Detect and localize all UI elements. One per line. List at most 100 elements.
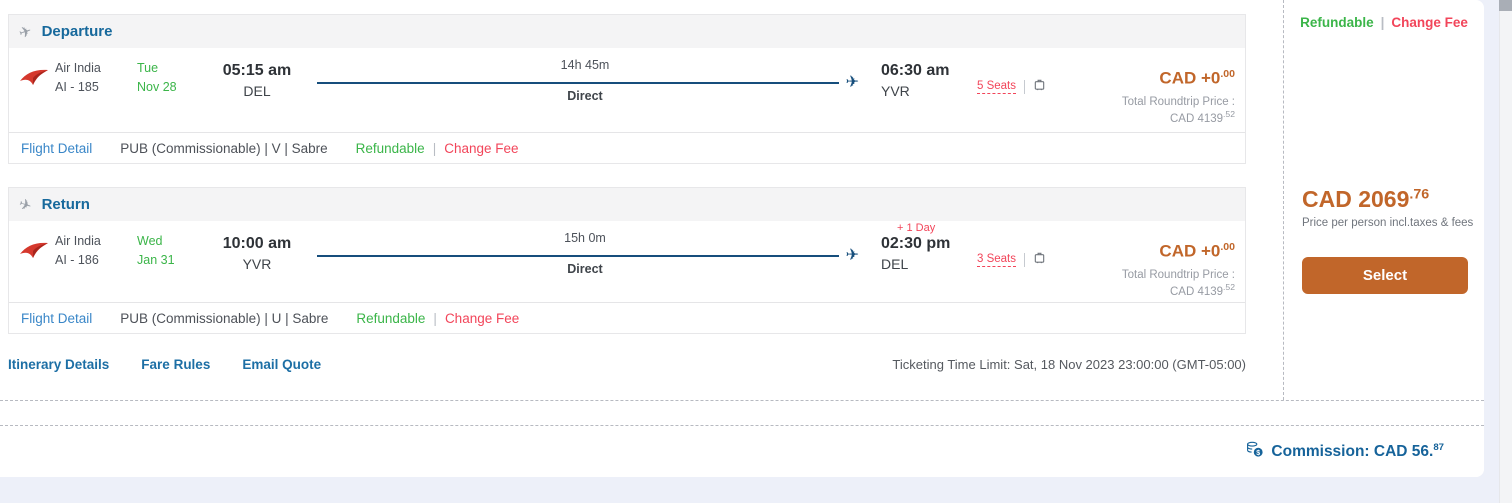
total-fare-cents: .76 xyxy=(1409,186,1430,203)
separator xyxy=(1024,80,1025,94)
fare-price-block: CAD +0.00 Total Roundtrip Price : CAD 41… xyxy=(975,241,1235,297)
flight-duration: 14h 45m xyxy=(560,58,610,72)
departure-time-block: 10:00 am YVR xyxy=(197,234,317,274)
route-line xyxy=(317,82,839,84)
route-line-block: 14h 45m ✈ Direct xyxy=(311,48,859,132)
fare-difference-main: CAD +0 xyxy=(1159,241,1221,261)
separator: | xyxy=(433,310,437,326)
return-flight-row: Air India AI - 186 Wed Jan 31 10:00 am Y… xyxy=(9,221,1245,302)
flight-day: Tue xyxy=(137,61,159,75)
flight-detail-link[interactable]: Flight Detail xyxy=(21,310,93,326)
departure-time-block: 05:15 am DEL xyxy=(197,61,317,101)
route-line-block: 15h 0m ✈ Direct xyxy=(311,221,859,302)
section-title: Departure xyxy=(41,23,113,40)
total-fare-block: CAD 2069.76 Price per person incl.taxes … xyxy=(1302,186,1473,229)
fare-status-row: Refundable | Change Fee xyxy=(1284,15,1484,30)
return-header: ✈ Return xyxy=(9,188,1245,221)
total-price-cents: .52 xyxy=(1223,108,1235,119)
seats-group: 3 Seats xyxy=(977,251,1046,269)
price-caption: Price per person incl.taxes & fees xyxy=(1302,217,1474,229)
commission-cents: 87 xyxy=(1433,441,1444,453)
change-fee-label: Change Fee xyxy=(1391,15,1468,30)
scrollbar-track[interactable] xyxy=(1499,0,1512,503)
fare-difference-main: CAD +0 xyxy=(1159,68,1221,88)
arrival-time: 02:30 pm xyxy=(881,235,951,252)
airline-name: Air India xyxy=(55,61,101,75)
return-card: ✈ Return Air India AI - 186 Wed Jan 31 1… xyxy=(8,187,1246,334)
airline-info: Air India AI - 185 xyxy=(55,59,101,97)
air-india-logo-icon xyxy=(19,239,49,266)
scrollbar-thumb[interactable] xyxy=(1499,0,1512,11)
separator: | xyxy=(432,140,437,156)
fare-difference: CAD +0.00 xyxy=(975,241,1235,262)
fare-difference-cents: .00 xyxy=(1220,68,1235,80)
departure-card: ✈ Departure Air India AI - 185 Tue Nov 2… xyxy=(8,14,1246,164)
total-price-value: CAD 4139.52 xyxy=(975,109,1235,125)
seats-available[interactable]: 3 Seats xyxy=(977,253,1016,267)
total-fare: CAD 2069.76 xyxy=(1302,186,1473,213)
departure-flight-row: Air India AI - 185 Tue Nov 28 05:15 am D… xyxy=(9,48,1245,132)
seats-group: 5 Seats xyxy=(977,78,1046,96)
itinerary-details-link[interactable]: Itinerary Details xyxy=(8,356,110,372)
email-quote-link[interactable]: Email Quote xyxy=(242,356,322,372)
fare-difference-cents: .00 xyxy=(1220,241,1235,253)
action-links: Itinerary Details Fare Rules Email Quote xyxy=(8,357,321,372)
dashed-divider xyxy=(0,400,1484,401)
flight-detail-link[interactable]: Flight Detail xyxy=(21,140,93,156)
flight-result-card: ✈ Departure Air India AI - 185 Tue Nov 2… xyxy=(0,0,1484,477)
refundable-label: Refundable xyxy=(356,310,426,326)
arrival-time-block: + 1 Day 02:30 pm DEL xyxy=(881,222,1001,274)
total-price-cents: .52 xyxy=(1223,281,1235,292)
fare-rules-link[interactable]: Fare Rules xyxy=(141,356,211,372)
change-fee-label: Change Fee xyxy=(444,140,519,156)
plane-arrow-icon: ✈ xyxy=(845,74,859,91)
route-line xyxy=(317,255,839,257)
total-fare-main: CAD 2069 xyxy=(1302,186,1410,212)
ticketing-time-limit: Ticketing Time Limit: Sat, 18 Nov 2023 2… xyxy=(892,356,1246,372)
airline-name: Air India xyxy=(55,234,101,248)
flight-date: Tue Nov 28 xyxy=(137,59,177,97)
departure-card-footer: Flight Detail PUB (Commissionable) | V |… xyxy=(9,132,1245,163)
plane-arrow-icon: ✈ xyxy=(845,247,859,264)
flight-duration: 15h 0m xyxy=(564,231,606,245)
total-price-label: Total Roundtrip Price : xyxy=(1121,268,1235,281)
air-india-logo-icon xyxy=(19,66,49,93)
flight-date-value: Jan 31 xyxy=(137,253,175,267)
separator xyxy=(1024,253,1025,267)
fare-code: PUB (Commissionable) | U | Sabre xyxy=(120,310,329,326)
select-button[interactable]: Select xyxy=(1302,257,1468,294)
fare-difference: CAD +0.00 xyxy=(975,68,1235,89)
departure-time: 10:00 am xyxy=(222,235,292,252)
arrival-time-block: 06:30 am YVR xyxy=(881,61,1001,101)
price-summary-panel: Refundable | Change Fee CAD 2069.76 Pric… xyxy=(1283,0,1484,400)
departure-airport: DEL xyxy=(243,83,271,99)
total-price-main: CAD 4139 xyxy=(1169,285,1224,298)
baggage-icon[interactable] xyxy=(1033,78,1046,96)
svg-text:$: $ xyxy=(1257,449,1261,456)
stops-label: Direct xyxy=(567,89,603,103)
airline-info: Air India AI - 186 xyxy=(55,232,101,270)
change-fee-label: Change Fee xyxy=(444,310,520,326)
coins-icon: $ xyxy=(1246,441,1264,463)
stops-label: Direct xyxy=(567,262,603,276)
flight-day: Wed xyxy=(137,234,163,248)
baggage-icon[interactable] xyxy=(1033,251,1046,269)
plane-landing-icon: ✈ xyxy=(16,194,34,216)
commission-value: Commission: CAD 56.87 xyxy=(1271,442,1444,461)
commission-main: Commission: CAD 56. xyxy=(1271,443,1434,461)
plane-takeoff-icon: ✈ xyxy=(16,21,35,43)
flight-number: AI - 185 xyxy=(55,80,99,94)
day-offset-label: + 1 Day xyxy=(897,222,936,234)
arrival-airport: YVR xyxy=(881,83,910,99)
refundable-label: Refundable xyxy=(355,140,425,156)
flight-date-value: Nov 28 xyxy=(137,80,177,94)
fare-code: PUB (Commissionable) | V | Sabre xyxy=(120,140,328,156)
flight-number: AI - 186 xyxy=(55,253,99,267)
flight-date: Wed Jan 31 xyxy=(137,232,175,270)
return-card-footer: Flight Detail PUB (Commissionable) | U |… xyxy=(9,302,1245,333)
seats-available[interactable]: 5 Seats xyxy=(977,80,1016,94)
refundable-label: Refundable xyxy=(1300,15,1374,30)
fare-status-group: Refundable | Change Fee xyxy=(356,141,519,156)
fare-status-group: Refundable | Change Fee xyxy=(356,311,519,326)
arrival-time: 06:30 am xyxy=(881,62,950,79)
